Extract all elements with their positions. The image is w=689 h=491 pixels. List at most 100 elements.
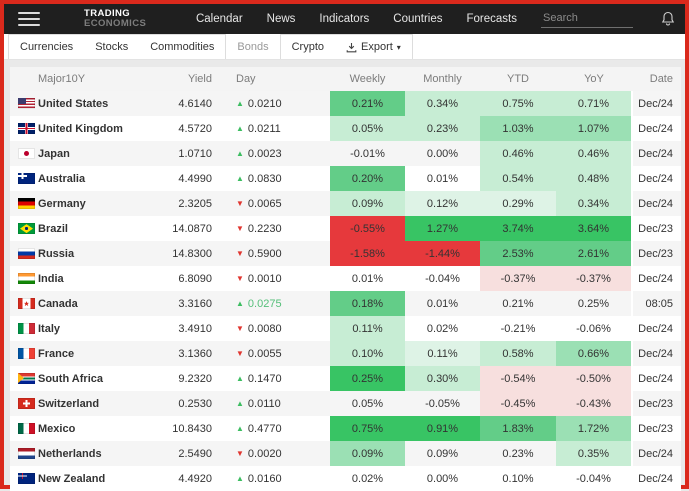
table-row[interactable]: Italy 3.4910 ▼ 0.0080 0.11% 0.02% -0.21% -0.06%… <box>10 316 681 341</box>
column-header-date[interactable]: Date <box>632 67 681 91</box>
table-row[interactable]: United States 4.6140 ▲ 0.0210 0.21% 0.34% 0.75… <box>10 91 681 116</box>
country-flag-cell <box>10 91 38 116</box>
day-change-cell: ▼ 0.2230 <box>222 216 330 241</box>
yoy-change-cell: 0.48% <box>556 166 632 191</box>
column-header-day[interactable]: Day <box>222 67 330 91</box>
monthly-change-cell: 0.00% <box>426 472 459 485</box>
bond-table-body: United States 4.6140 ▲ 0.0210 0.21% 0.34% 0.75… <box>10 91 681 491</box>
column-header-monthly[interactable]: Monthly <box>405 67 480 91</box>
country-link[interactable]: Russia <box>38 247 75 260</box>
column-header-yoy[interactable]: YoY <box>556 67 632 91</box>
country-link[interactable]: United Kingdom <box>38 122 123 135</box>
country-link[interactable]: United States <box>38 97 109 110</box>
nav-countries[interactable]: Countries <box>393 13 443 25</box>
country-link[interactable]: France <box>38 347 75 360</box>
country-link[interactable]: Switzerland <box>38 397 100 410</box>
table-row[interactable]: Canada 3.3160 ▲ 0.0275 0.18% 0.01% 0.21% 0.25% 0… <box>10 291 681 316</box>
nav-calendar[interactable]: Calendar <box>195 13 243 25</box>
tab-stocks[interactable]: Stocks <box>95 41 129 53</box>
triangle-up-icon: ▲ <box>236 398 244 408</box>
notifications-bell-icon[interactable] <box>661 11 675 27</box>
logo-line1: TRADING <box>84 8 131 20</box>
table-row[interactable]: Brazil 14.0870 ▼ 0.2230 -0.55% 1.27% 3.74% 3.64… <box>10 216 681 241</box>
column-header-yield[interactable]: Yield <box>160 67 222 91</box>
country-link[interactable]: New Zealand <box>38 472 106 485</box>
nav-indicators[interactable]: Indicators <box>319 13 370 25</box>
nl-flag-icon <box>18 448 35 460</box>
weekly-change-cell: 0.09% <box>330 191 405 216</box>
table-row[interactable]: Russia 14.8300 ▼ 0.5900 -1.58% -1.44% 2.53% 2.6… <box>10 241 681 266</box>
country-link[interactable]: Germany <box>38 197 86 210</box>
top-navigation: Calendar News Indicators Countries Forec… <box>196 10 675 28</box>
search-input[interactable] <box>541 10 633 28</box>
country-link[interactable]: Canada <box>38 297 78 310</box>
ytd-change-cell: -0.45% <box>480 391 556 416</box>
monthly-change-cell: 0.01% <box>426 172 459 185</box>
country-flag-cell <box>10 166 38 191</box>
us-flag-icon <box>18 98 35 110</box>
weekly-change-cell: 0.20% <box>330 166 405 191</box>
ytd-change-cell: 0.23% <box>502 447 534 460</box>
country-link[interactable]: Japan <box>38 147 70 160</box>
export-button[interactable]: Export ▾ <box>335 35 412 59</box>
table-row[interactable]: New Zealand 4.4920 ▲ 0.0160 0.02% 0.00% 0.10% -… <box>10 466 681 491</box>
monthly-change-cell: 0.00% <box>426 147 459 160</box>
table-row[interactable]: India 6.8090 ▼ 0.0010 0.01% -0.04% -0.37% -0.37… <box>10 266 681 291</box>
monthly-change-cell: 0.12% <box>405 191 480 216</box>
country-link[interactable]: South Africa <box>38 372 103 385</box>
tab-bonds-active[interactable]: Bonds <box>226 34 280 59</box>
tab-crypto[interactable]: Crypto <box>291 41 324 53</box>
triangle-up-icon: ▲ <box>236 123 244 133</box>
country-link[interactable]: India <box>38 272 64 285</box>
table-row[interactable]: South Africa 9.2320 ▲ 0.1470 0.25% 0.30% -0.54… <box>10 366 681 391</box>
tab-commodities[interactable]: Commodities <box>150 41 215 53</box>
day-change-value: 0.0080 <box>247 322 282 335</box>
monthly-change-cell: 0.30% <box>405 366 480 391</box>
country-link[interactable]: Italy <box>38 322 61 335</box>
yoy-change-cell: 1.07% <box>556 116 632 141</box>
day-change-value: 0.0065 <box>247 197 282 210</box>
ytd-change-cell: 0.75% <box>480 91 556 116</box>
column-header-major10y[interactable]: Major10Y <box>38 67 160 91</box>
day-change-cell: ▼ 0.5900 <box>222 241 330 266</box>
column-header-weekly[interactable]: Weekly <box>330 67 405 91</box>
monthly-change-cell: 1.27% <box>405 216 480 241</box>
trading-economics-logo[interactable]: TRADING ECONOMICS <box>84 9 146 28</box>
country-link[interactable]: Brazil <box>38 222 68 235</box>
download-icon <box>346 42 357 52</box>
table-row[interactable]: Australia 4.4990 ▲ 0.0830 0.20% 0.01% 0.54% 0.4… <box>10 166 681 191</box>
yoy-change-cell: -0.50% <box>556 366 632 391</box>
day-change-cell: ▼ 0.0080 <box>222 316 330 341</box>
country-link[interactable]: Mexico <box>38 422 76 435</box>
triangle-down-icon: ▼ <box>236 348 244 358</box>
table-row[interactable]: France 3.1360 ▼ 0.0055 0.10% 0.11% 0.58% 0.66% D… <box>10 341 681 366</box>
country-link[interactable]: Australia <box>38 172 86 185</box>
ch-flag-icon <box>18 398 35 410</box>
table-row[interactable]: Mexico 10.8430 ▲ 0.4770 0.75% 0.91% 1.83% 1.72%… <box>10 416 681 441</box>
table-row[interactable]: Japan 1.0710 ▲ 0.0023 -0.01% 0.00% 0.46% 0.46% D… <box>10 141 681 166</box>
yoy-change-cell: 0.35% <box>556 441 632 466</box>
date-value: Dec/24 <box>631 91 681 116</box>
country-link[interactable]: Netherlands <box>38 447 102 460</box>
date-value: Dec/23 <box>631 216 681 241</box>
nav-forecasts[interactable]: Forecasts <box>466 13 518 25</box>
ytd-change-cell: 0.21% <box>502 297 534 310</box>
in-flag-icon <box>18 273 35 285</box>
day-change-cell: ▲ 0.0830 <box>222 166 330 191</box>
tab-currencies[interactable]: Currencies <box>20 41 74 53</box>
table-row[interactable]: Netherlands 2.5490 ▼ 0.0020 0.09% 0.09% 0.23% 0… <box>10 441 681 466</box>
triangle-down-icon: ▼ <box>236 273 244 283</box>
table-row[interactable]: United Kingdom 4.5720 ▲ 0.0211 0.05% 0.23% 1.0… <box>10 116 681 141</box>
yield-value: 3.1360 <box>178 347 212 360</box>
hamburger-menu-icon[interactable] <box>18 8 40 30</box>
day-change-cell: ▼ 0.0055 <box>222 341 330 366</box>
nav-news[interactable]: News <box>266 13 296 25</box>
country-flag-cell <box>10 466 38 491</box>
yoy-change-cell: -0.06% <box>576 322 611 335</box>
table-row[interactable]: Switzerland 0.2530 ▲ 0.0110 0.05% -0.05% -0.45… <box>10 391 681 416</box>
table-row[interactable]: Germany 2.3205 ▼ 0.0065 0.09% 0.12% 0.29% 0.34%… <box>10 191 681 216</box>
weekly-change-cell: 0.11% <box>330 316 405 341</box>
ytd-change-cell: 1.83% <box>480 416 556 441</box>
column-header-ytd[interactable]: YTD <box>480 67 556 91</box>
country-flag-cell <box>10 191 38 216</box>
